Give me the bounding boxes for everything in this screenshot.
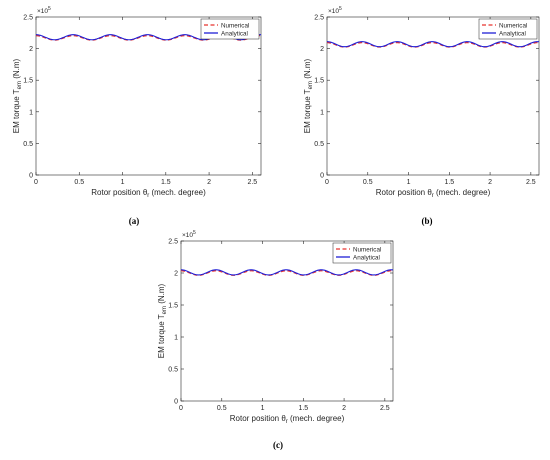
legend-box	[478, 18, 538, 40]
x-tick-label: 0	[34, 179, 38, 186]
legend-label: Numerical	[221, 22, 249, 29]
legend-label: Analytical	[353, 254, 380, 261]
series-line-numerical	[326, 41, 540, 48]
y-tick-label: 1	[29, 109, 33, 116]
legend-box	[332, 242, 392, 264]
y-tick-label: 1.5	[23, 78, 33, 85]
plot-area	[326, 16, 540, 176]
x-tick-label: 2.5	[380, 405, 390, 412]
y-tick-label: 1	[174, 335, 178, 342]
x-tick-label: 1.5	[444, 179, 454, 186]
legend-label: Numerical	[353, 246, 381, 253]
plot-area	[180, 240, 394, 402]
x-tick-label: 2.5	[247, 179, 257, 186]
x-tick-label: 1	[407, 179, 411, 186]
y-tick-label: 0.5	[314, 141, 324, 148]
panel-caption: (a)	[129, 216, 140, 226]
panel-caption: (b)	[422, 216, 433, 226]
y-axis-label: EM torque Tem (N.m)	[12, 58, 23, 133]
y-multiplier: ×105	[182, 230, 196, 239]
y-tick-label: 2.5	[314, 15, 324, 22]
y-tick-label: 1	[320, 109, 324, 116]
y-tick-label: 0	[29, 173, 33, 180]
chart-panel-1: 0 0.5 1 1.5 2 2.5 0 0.5 1 1.5 2 2.5 ×105 Rotor positi…	[303, 6, 540, 199]
x-axis-label: Rotor position θr (mech. degree)	[376, 188, 491, 199]
x-tick-label: 0.5	[363, 179, 373, 186]
y-multiplier: ×105	[328, 6, 342, 15]
plot-area	[35, 16, 262, 176]
legend-label: Analytical	[221, 30, 248, 37]
x-tick-label: 2.5	[526, 179, 536, 186]
x-tick-label: 1	[261, 405, 265, 412]
y-tick-label: 2	[29, 46, 33, 53]
legend-label: Analytical	[499, 30, 526, 37]
x-tick-label: 1.5	[161, 179, 171, 186]
y-tick-label: 0.5	[168, 367, 178, 374]
chart-panel-0: 0 0.5 1 1.5 2 2.5 0 0.5 1 1.5 2 2.5 ×105 Rotor positi…	[12, 6, 262, 199]
y-tick-label: 2.5	[168, 239, 178, 246]
y-tick-label: 0	[174, 399, 178, 406]
x-tick-label: 0.5	[74, 179, 84, 186]
y-tick-label: 2.5	[23, 15, 33, 22]
y-tick-label: 2	[174, 271, 178, 278]
x-tick-label: 1.5	[298, 405, 308, 412]
legend-box	[200, 18, 260, 40]
x-axis-label: Rotor position θr (mech. degree)	[91, 188, 206, 199]
chart-panel-2: 0 0.5 1 1.5 2 2.5 0 0.5 1 1.5 2 2.5 ×105 Rotor positi…	[157, 230, 394, 425]
y-tick-label: 1.5	[314, 78, 324, 85]
x-tick-label: 0.5	[217, 405, 227, 412]
x-tick-label: 2	[342, 405, 346, 412]
series-line-analytical	[326, 41, 540, 48]
x-tick-label: 1	[121, 179, 125, 186]
y-axis-label: EM torque Tem (N.m)	[157, 283, 168, 358]
series-line-analytical	[180, 269, 394, 276]
x-tick-label: 0	[179, 405, 183, 412]
y-tick-label: 0	[320, 173, 324, 180]
y-multiplier: ×105	[37, 6, 51, 15]
y-tick-label: 2	[320, 46, 324, 53]
x-tick-label: 2	[207, 179, 211, 186]
y-tick-label: 0.5	[23, 141, 33, 148]
y-tick-label: 1.5	[168, 303, 178, 310]
legend-label: Numerical	[499, 22, 527, 29]
series-line-numerical	[180, 270, 394, 276]
x-tick-label: 2	[488, 179, 492, 186]
panel-caption: (c)	[273, 440, 283, 450]
x-tick-label: 0	[325, 179, 329, 186]
x-axis-label: Rotor position θr (mech. degree)	[230, 414, 345, 425]
y-axis-label: EM torque Tem (N.m)	[303, 58, 314, 133]
